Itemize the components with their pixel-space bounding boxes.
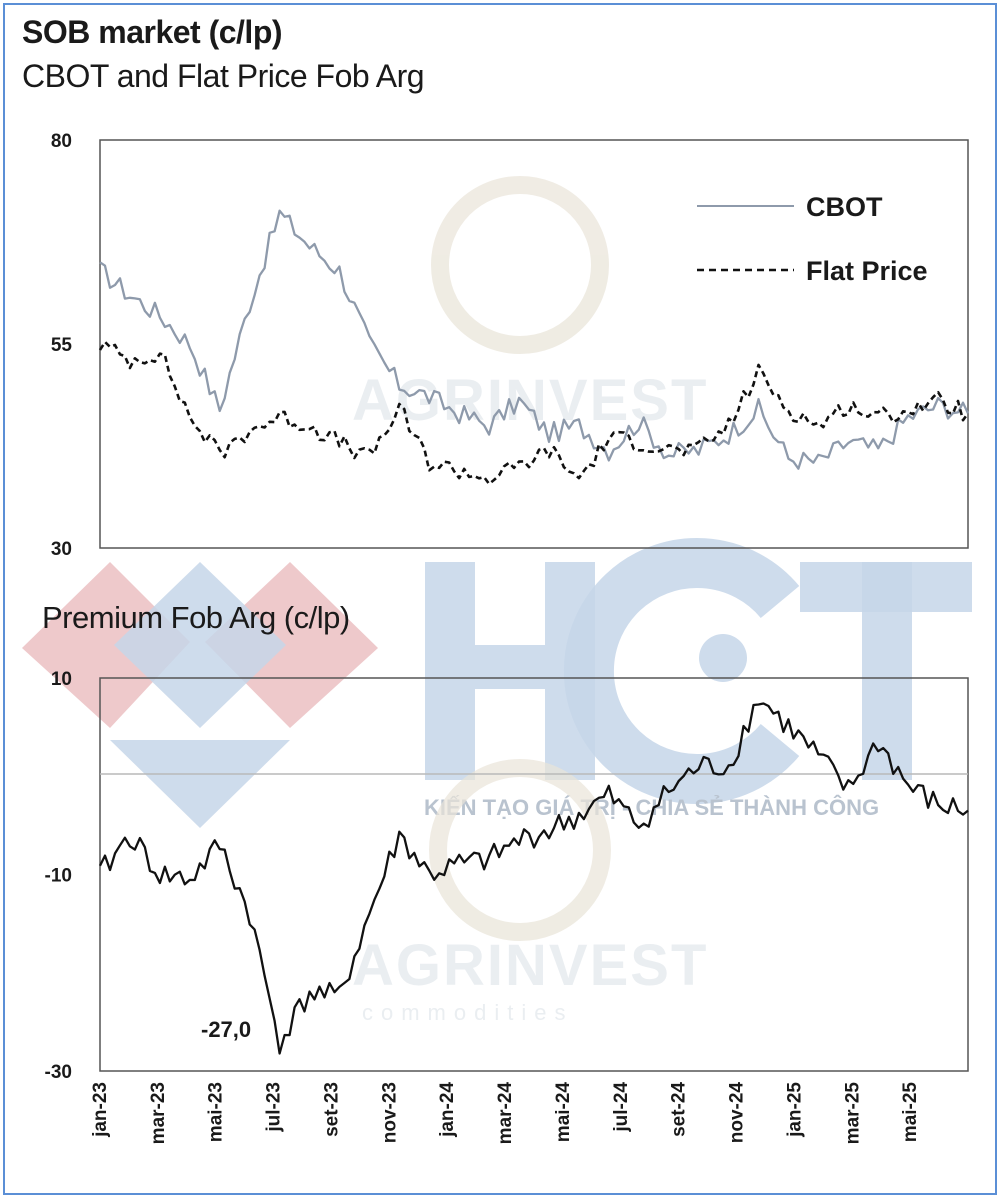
bottom-ytick--10: -10 <box>45 866 72 887</box>
top-series-lines <box>98 209 970 486</box>
x-tick-set-23: set-23 <box>322 1082 343 1137</box>
top-y-ticks: 80 55 30 <box>51 131 73 560</box>
x-tick-mar-25: mar-25 <box>842 1082 863 1145</box>
logo-letter-c-dot <box>699 634 747 682</box>
image-frame <box>3 3 997 1195</box>
x-tick-nov-24: nov-24 <box>727 1082 748 1144</box>
x-tick-mar-24: mar-24 <box>495 1082 516 1145</box>
bottom-series-premium-line <box>98 702 969 1055</box>
min-annotation: -27,0 <box>201 1017 251 1042</box>
agrinvest-logo-bottom <box>429 759 611 941</box>
x-tick-jan-24: jan-24 <box>437 1082 458 1138</box>
chart-title: SOB market (c/lp) <box>22 14 283 50</box>
top-plot-area <box>99 139 969 549</box>
x-tick-jan-25: jan-25 <box>784 1082 805 1138</box>
x-tick-mar-23: mar-23 <box>148 1082 169 1144</box>
top-series-flat-price-line <box>98 340 970 486</box>
logo-letter-t-stem <box>862 562 912 780</box>
x-tick-labels: jan-23 mar-23 mai-23 jul-23 set-23 nov-23 jan-… <box>90 1082 921 1145</box>
legend-cbot-label: CBOT <box>806 192 883 222</box>
x-tick-set-24: set-24 <box>669 1082 690 1137</box>
agrinvest-logo-top <box>431 176 609 354</box>
x-tick-nov-23: nov-23 <box>379 1082 400 1143</box>
bottom-ytick--30: -30 <box>45 1062 72 1083</box>
top-ytick-55: 55 <box>51 335 73 356</box>
logo-blue-diamond-top <box>114 562 286 728</box>
chart-subtitle: CBOT and Flat Price Fob Arg <box>22 58 425 94</box>
hct-logo-watermark: KIẾN TẠO GIÁ TRỊ - CHIA SẺ THÀNH CÔNG <box>22 538 972 828</box>
bottom-ytick-10: 10 <box>51 669 72 690</box>
x-tick-jan-23: jan-23 <box>90 1082 111 1138</box>
logo-red-diamond-left <box>22 562 190 728</box>
x-tick-jul-24: jul-24 <box>611 1082 632 1133</box>
top-ytick-30: 30 <box>51 539 72 560</box>
premium-chart-title: Premium Fob Arg (c/lp) <box>42 600 350 635</box>
agrinvest-sub-bottom: commodities <box>362 1000 573 1025</box>
x-tick-mai-25: mai-25 <box>900 1082 921 1143</box>
agrinvest-watermark: AGRINVEST AGRINVEST commodities <box>352 176 708 1025</box>
logo-red-diamond-right <box>205 562 378 728</box>
agrinvest-brand-top: AGRINVEST <box>352 368 708 433</box>
x-tick-jul-23: jul-23 <box>264 1082 285 1133</box>
bottom-plot-area <box>99 677 969 1072</box>
bottom-series-lines <box>98 702 969 1055</box>
x-tick-mai-23: mai-23 <box>206 1082 227 1142</box>
top-legend: CBOT Flat Price <box>697 192 928 286</box>
legend-flat-label: Flat Price <box>806 256 928 286</box>
logo-letter-h-left <box>425 562 475 780</box>
logo-letter-h-bar <box>475 645 545 689</box>
agrinvest-brand-bottom: AGRINVEST <box>352 933 708 998</box>
top-ytick-80: 80 <box>51 131 72 152</box>
logo-blue-triangle-bottom <box>110 740 290 828</box>
bottom-y-ticks: 10 -10 -30 <box>45 669 72 1083</box>
logo-letter-c <box>563 538 800 804</box>
x-tick-mai-24: mai-24 <box>553 1082 574 1143</box>
top-series-cbot-line <box>99 209 970 470</box>
